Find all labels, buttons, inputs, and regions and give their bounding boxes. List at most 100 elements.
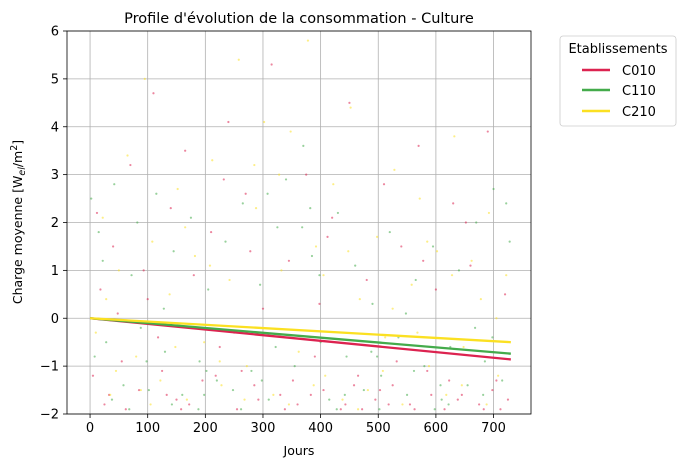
data-point (214, 374, 217, 377)
data-point (156, 336, 160, 339)
data-point (322, 274, 325, 277)
data-point (371, 302, 374, 305)
y-axis-label: Charge moyenne [Wel/m2] (9, 140, 28, 304)
data-point (499, 408, 502, 411)
data-point (215, 379, 218, 382)
data-point (332, 183, 335, 186)
data-point (126, 154, 129, 157)
data-point (497, 374, 500, 377)
data-point (245, 365, 248, 368)
data-point (324, 374, 327, 377)
data-point (220, 384, 223, 387)
data-point (184, 226, 187, 229)
data-point (103, 403, 106, 406)
data-point (341, 398, 344, 401)
data-point (93, 355, 96, 358)
scatter-points (90, 39, 511, 411)
y-axis-label-mid: /m (10, 151, 25, 167)
data-point (456, 398, 459, 401)
y-tick-label: 4 (51, 120, 59, 135)
data-point (384, 336, 387, 339)
data-point (136, 221, 139, 224)
data-point (250, 369, 253, 373)
data-point (433, 408, 436, 411)
data-point (336, 211, 340, 215)
data-point (365, 278, 368, 282)
data-point (448, 379, 451, 382)
data-point (197, 408, 200, 411)
y-tick-label: 2 (51, 216, 59, 231)
data-point (447, 403, 450, 406)
data-point (112, 245, 115, 248)
data-point (145, 360, 148, 363)
data-point (240, 369, 243, 373)
data-point (508, 240, 511, 243)
data-point (218, 345, 221, 349)
data-point (410, 283, 413, 286)
data-point (501, 379, 504, 382)
data-point (354, 264, 357, 267)
data-point (413, 408, 416, 411)
data-point (345, 355, 348, 358)
data-point (464, 221, 467, 224)
data-point (113, 183, 116, 186)
data-point (263, 120, 266, 124)
legend-label-c210: C210 (622, 105, 656, 120)
data-point (278, 173, 281, 176)
data-point (443, 408, 446, 411)
data-point (374, 398, 377, 401)
data-point (348, 101, 351, 104)
data-point (184, 149, 187, 152)
data-point (105, 341, 108, 344)
x-axis-ticks: 0 100 200 300 400 500 600 700 (86, 414, 506, 436)
data-point (170, 403, 174, 406)
x-tick-label: 700 (481, 421, 506, 436)
data-point (176, 187, 179, 191)
data-point (203, 341, 206, 344)
x-tick-label: 600 (423, 421, 448, 436)
data-point (391, 307, 394, 310)
y-tick-label: 3 (51, 168, 59, 183)
data-point (388, 230, 391, 234)
trend-lines (89, 317, 511, 361)
data-point (422, 259, 425, 262)
legend-label-c010: C010 (622, 64, 656, 79)
data-point (105, 298, 108, 301)
data-point (381, 369, 384, 373)
data-point (122, 384, 125, 387)
data-point (331, 216, 334, 219)
legend-label-c110: C110 (622, 84, 656, 99)
data-point (90, 197, 93, 200)
data-point (426, 369, 429, 373)
x-tick-label: 100 (135, 421, 160, 436)
data-point (339, 408, 342, 411)
data-point (305, 173, 308, 176)
data-point (114, 369, 118, 373)
data-point (380, 374, 383, 377)
y-axis-label-sup: 2 (9, 145, 20, 151)
data-point (483, 360, 486, 363)
data-point (207, 288, 210, 291)
data-point (116, 312, 119, 315)
x-tick-label: 300 (251, 421, 276, 436)
data-point (211, 159, 214, 162)
data-point (318, 274, 321, 277)
data-point (137, 388, 141, 392)
data-point (297, 350, 300, 353)
data-point (430, 393, 433, 396)
data-point (260, 379, 263, 382)
data-point (405, 393, 409, 396)
data-point (400, 245, 403, 248)
data-point (349, 106, 352, 109)
data-point (151, 240, 154, 243)
data-point (198, 360, 201, 363)
data-point (287, 403, 291, 406)
data-point (310, 254, 314, 258)
data-point (462, 345, 465, 349)
data-point (159, 379, 162, 382)
data-point (218, 360, 221, 363)
data-point (174, 345, 177, 349)
data-point (418, 197, 421, 200)
y-axis-label-sub: el (17, 167, 28, 176)
data-point (165, 393, 168, 396)
